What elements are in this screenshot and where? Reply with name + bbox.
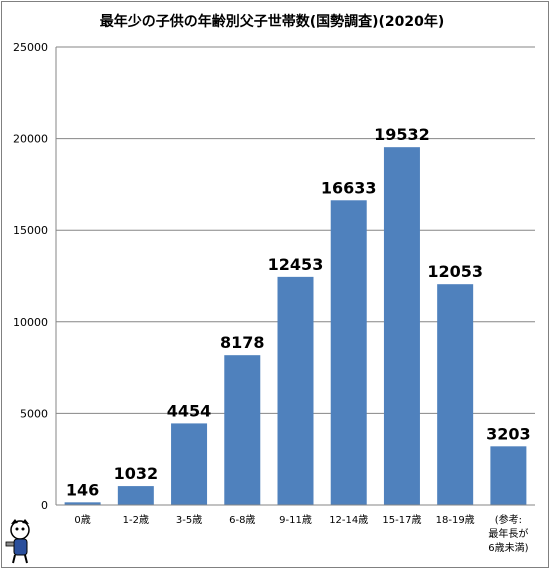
x-axis-ticks: 0歳 1-2歳 3-5歳 6-8歳 9-11歳 12-14歳 15-17歳 18-19歳 (参考… [74,513,528,554]
data-label: 1032 [114,464,159,483]
y-tick-label: 25000 [13,41,48,54]
x-tick-label: 1-2歳 [123,514,149,526]
data-label: 8178 [220,333,265,352]
bar [117,486,154,505]
data-label: 19532 [374,125,430,144]
x-tick-label: 15-17歳 [382,514,421,526]
x-tick-label: 12-14歳 [329,514,368,526]
y-tick-label: 20000 [13,133,48,146]
bar [277,276,314,505]
chart-title: 最年少の子供の年齢別父子世帯数(国勢調査)(2020年) [100,13,445,30]
y-tick-label: 0 [41,499,48,512]
x-tick-label: (参考:最年長が 6歳未満) [488,513,528,554]
x-tick-label: 3-5歳 [176,514,202,526]
bar [224,355,261,505]
x-tick-label: 0歳 [74,514,90,526]
data-label: 12453 [268,255,324,274]
x-tick-label: 6-8歳 [229,514,255,526]
x-tick-label: 18-19歳 [436,514,475,526]
data-label: 16633 [321,178,377,197]
data-label: 146 [66,480,99,499]
y-axis-ticks: 0 5000 10000 15000 20000 25000 [13,41,48,512]
bars [64,147,527,505]
bar [437,284,474,505]
mascot-icon [5,519,30,564]
bar [64,502,101,505]
data-label: 3203 [486,424,531,443]
data-label: 4454 [167,401,212,420]
data-labels: 146 1032 4454 8178 12453 16633 19532 12053 3203 [66,125,531,499]
bar [330,200,367,505]
data-label: 12053 [427,262,483,281]
bar [383,147,420,505]
y-tick-label: 15000 [13,224,48,237]
y-tick-label: 5000 [20,407,48,420]
x-tick-label: 9-11歳 [279,514,312,526]
bar [490,446,527,505]
y-tick-label: 10000 [13,316,48,329]
bar [171,423,208,505]
